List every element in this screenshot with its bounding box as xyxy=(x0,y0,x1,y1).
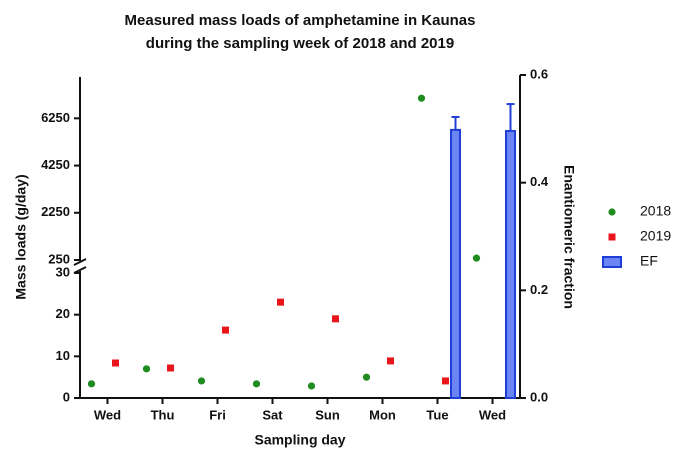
chart-title: during the sampling week of 2018 and 201… xyxy=(146,35,454,52)
y-tick-label: 4250 xyxy=(41,157,70,172)
point xyxy=(277,298,284,306)
y2-tick-label: 0.2 xyxy=(530,282,548,297)
y-axis-title: Mass loads (g/day) xyxy=(13,174,29,299)
axis-break xyxy=(73,258,87,266)
y-tick-label: 6250 xyxy=(41,110,70,125)
y-tick-label: 2250 xyxy=(41,204,70,219)
x-tick-label: Sun xyxy=(315,407,340,422)
legend-text: EF xyxy=(640,253,658,269)
y-tick-label: 20 xyxy=(56,306,70,321)
point xyxy=(197,377,206,385)
y-tick-label: 10 xyxy=(56,348,70,363)
point xyxy=(307,382,316,390)
y2-axis-title: Enantiomeric fraction xyxy=(561,165,577,309)
y-tick-label: 30 xyxy=(56,264,70,279)
point xyxy=(417,94,426,102)
point xyxy=(87,380,96,388)
x-tick-label: Sat xyxy=(262,407,283,422)
y-tick-label: 0 xyxy=(63,389,70,404)
point xyxy=(387,357,394,365)
point xyxy=(222,326,229,334)
x-tick-label: Thu xyxy=(151,407,175,422)
bar xyxy=(450,128,461,399)
point xyxy=(472,254,481,262)
x-tick-label: Wed xyxy=(94,407,121,422)
point xyxy=(142,365,151,373)
point xyxy=(362,373,371,381)
y-tick-label: 250 xyxy=(48,251,70,266)
point xyxy=(167,364,174,372)
y2-tick-label: 0.6 xyxy=(530,66,548,81)
point xyxy=(112,359,119,367)
y2-tick-label: 0.0 xyxy=(530,389,548,404)
chart-title: Measured mass loads of amphetamine in Ka… xyxy=(125,12,476,29)
y2-tick-label: 0.4 xyxy=(530,174,549,189)
legend-swatch xyxy=(608,233,616,241)
bar xyxy=(505,129,516,399)
x-tick-label: Mon xyxy=(369,407,396,422)
point xyxy=(252,380,261,388)
x-tick-label: Wed xyxy=(479,407,506,422)
x-axis-title: Sampling day xyxy=(254,432,345,448)
point xyxy=(332,315,339,323)
legend-text: 2018 xyxy=(640,203,671,219)
x-tick-label: Tue xyxy=(426,407,448,422)
axes xyxy=(73,75,521,399)
legend-text: 2019 xyxy=(640,228,671,244)
legend-swatch xyxy=(608,208,616,216)
legend-swatch xyxy=(602,256,622,268)
point xyxy=(442,377,449,385)
x-tick-label: Fri xyxy=(209,407,226,422)
